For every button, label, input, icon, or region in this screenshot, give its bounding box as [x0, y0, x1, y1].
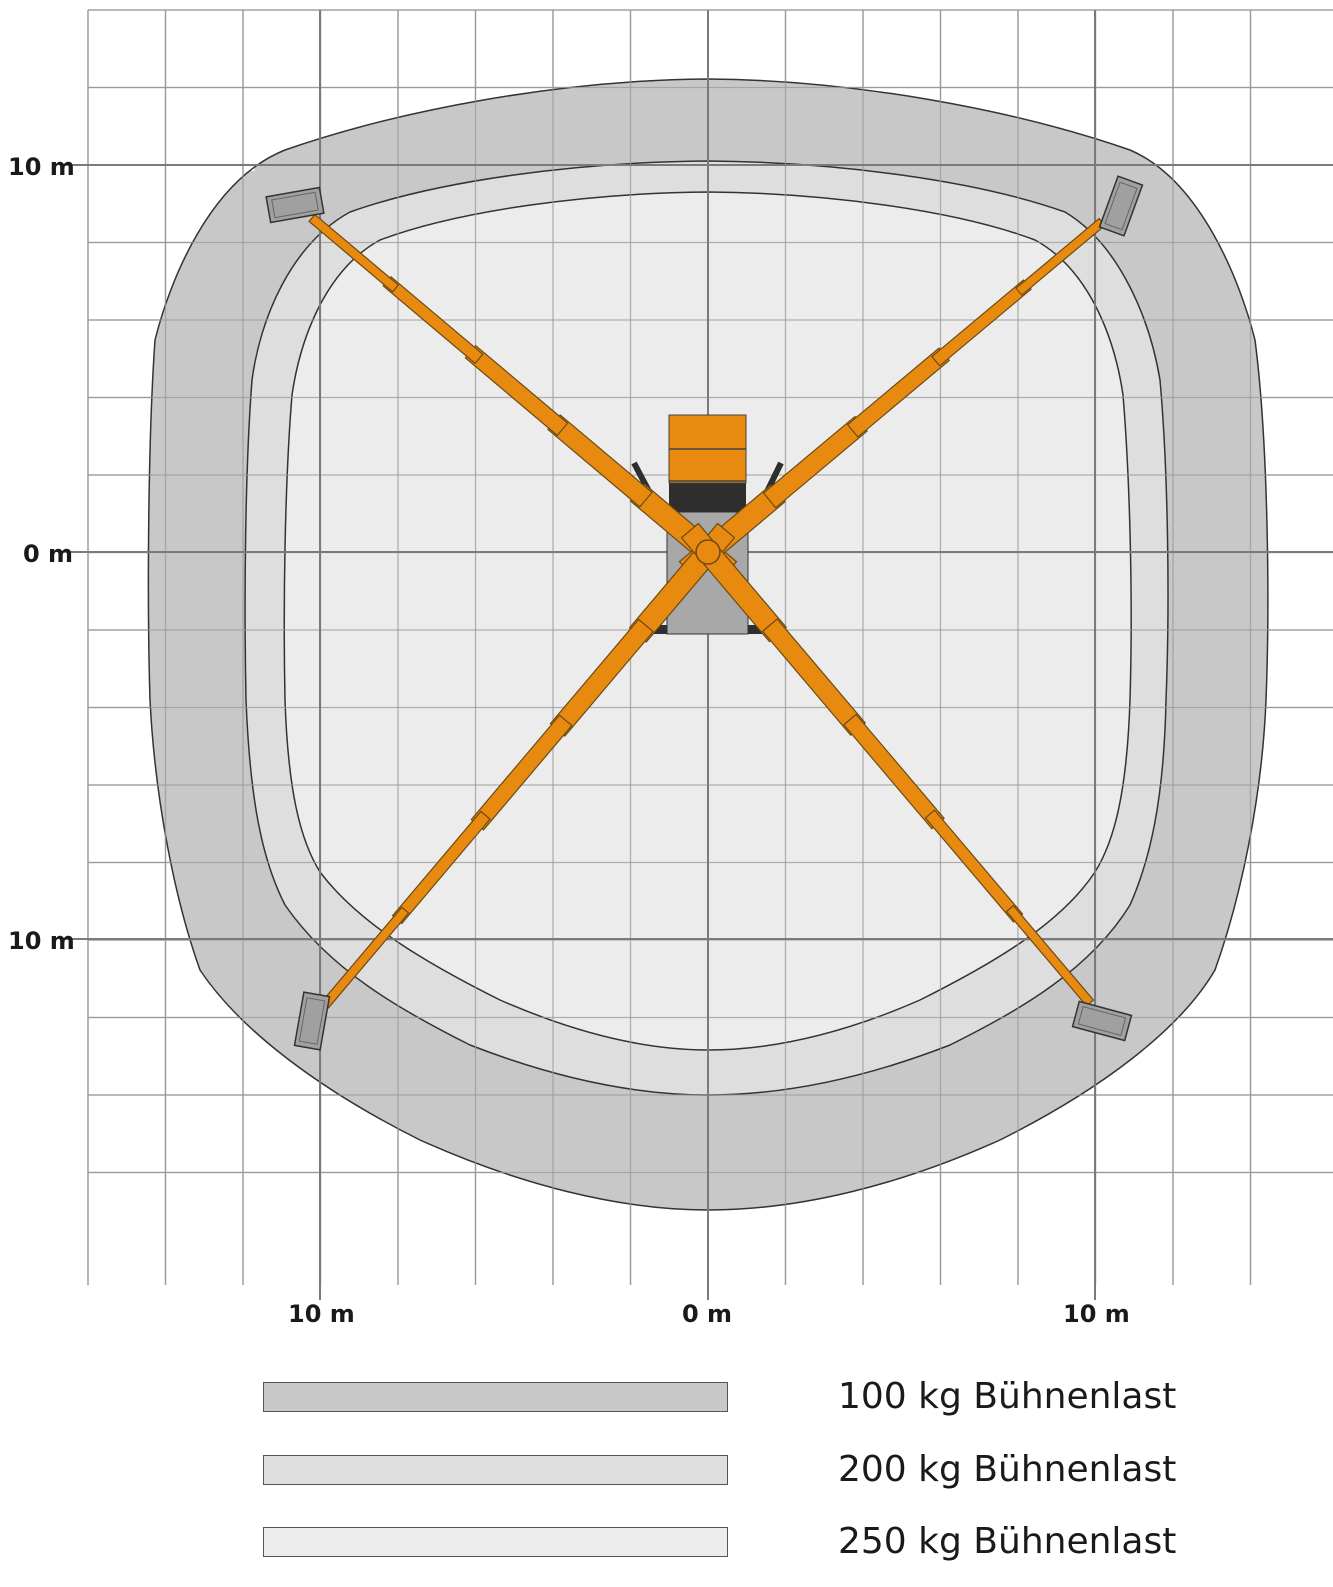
x-axis-label-right: 10 m [1063, 1300, 1130, 1328]
working-range-diagram: 10 m 0 m 10 m 10 m 0 m 10 m [8, 9, 1333, 1328]
y-axis-label-bottom: 10 m [8, 927, 75, 955]
legend-item-100kg: 100 kg Bühnenlast [0, 1376, 1333, 1442]
legend-swatch-250kg [263, 1527, 728, 1557]
outrigger-pad-inner [298, 997, 326, 1045]
y-axis-label-mid: 0 m [23, 540, 73, 568]
outrigger-pad [1071, 1000, 1133, 1042]
legend-label-250kg: 250 kg Bühnenlast [838, 1521, 1177, 1562]
outrigger-pad [265, 186, 325, 224]
legend-swatch-100kg [263, 1382, 728, 1412]
outrigger-pad-inner [1104, 181, 1138, 231]
x-axis-label-center: 0 m [682, 1300, 732, 1328]
y-axis-label-top: 10 m [8, 153, 75, 181]
axis-labels: 10 m 0 m 10 m 10 m 0 m 10 m [8, 153, 1130, 1328]
legend-item-250kg: 250 kg Bühnenlast [0, 1521, 1333, 1587]
outrigger-pad-inner [271, 191, 319, 219]
legend-label-100kg: 100 kg Bühnenlast [838, 1376, 1177, 1417]
outrigger-pad-inner [1077, 1006, 1127, 1036]
outrigger-pad [293, 991, 331, 1051]
boom-segment [308, 213, 400, 293]
vehicle-cab-dark [669, 480, 746, 512]
outrigger-pad [1098, 175, 1144, 237]
legend-label-200kg: 200 kg Bühnenlast [838, 1449, 1177, 1490]
boom-segment [1005, 904, 1095, 1007]
boom-pivot [695, 539, 721, 565]
x-axis-label-left: 10 m [288, 1300, 355, 1328]
legend-swatch-200kg [263, 1455, 728, 1485]
legend-item-200kg: 200 kg Bühnenlast [0, 1449, 1333, 1515]
booms [265, 175, 1144, 1051]
grid-overlay [60, 9, 1333, 1300]
